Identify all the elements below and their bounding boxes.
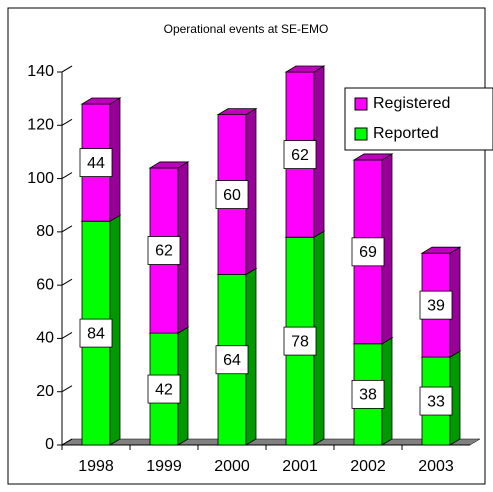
x-tick-label: 2003 bbox=[418, 458, 454, 475]
value-label-box bbox=[419, 386, 453, 416]
value-label-box bbox=[419, 290, 453, 320]
x-tick-label: 1999 bbox=[146, 458, 182, 475]
bar-top bbox=[148, 161, 190, 169]
wall-tick bbox=[61, 331, 73, 339]
y-tick-label: 120 bbox=[27, 117, 54, 134]
wall-tick bbox=[61, 278, 73, 286]
legend-label: Reported bbox=[373, 125, 439, 142]
value-label: 62 bbox=[291, 147, 309, 164]
wall-tick bbox=[61, 225, 73, 233]
legend-swatch bbox=[354, 97, 368, 111]
value-label: 44 bbox=[87, 155, 105, 172]
x-tick-label: 2002 bbox=[350, 458, 386, 475]
floor bbox=[61, 438, 481, 446]
value-label: 69 bbox=[359, 244, 377, 261]
y-tick-label: 20 bbox=[36, 383, 54, 400]
wall-tick bbox=[61, 385, 73, 393]
chart-title: Operational events at SE-EMO bbox=[164, 22, 329, 36]
value-label-box bbox=[79, 148, 113, 177]
value-label-box bbox=[283, 140, 317, 169]
bar-top bbox=[284, 65, 326, 73]
value-label: 39 bbox=[427, 297, 445, 314]
value-label: 60 bbox=[223, 187, 241, 204]
value-label-box bbox=[215, 345, 249, 375]
bar-top bbox=[216, 108, 258, 116]
value-label-box bbox=[79, 318, 113, 348]
legend-box bbox=[344, 87, 493, 151]
legend-label: Registered bbox=[373, 95, 450, 112]
value-label: 33 bbox=[427, 393, 445, 410]
x-tick-label: 1998 bbox=[78, 458, 114, 475]
value-label-box bbox=[283, 326, 317, 356]
value-label-box bbox=[215, 180, 249, 209]
value-label: 62 bbox=[155, 243, 173, 260]
wall-tick bbox=[61, 65, 73, 73]
y-tick-label: 60 bbox=[36, 276, 54, 293]
value-label: 84 bbox=[87, 325, 105, 342]
y-tick-label: 40 bbox=[36, 330, 54, 347]
x-tick-label: 2001 bbox=[282, 458, 318, 475]
value-label-box bbox=[147, 374, 181, 404]
y-tick-label: 80 bbox=[36, 223, 54, 240]
x-tick-label: 2000 bbox=[214, 458, 250, 475]
y-tick-label: 100 bbox=[27, 170, 54, 187]
value-label: 42 bbox=[155, 381, 173, 398]
y-tick-label: 140 bbox=[27, 63, 54, 80]
bar-top bbox=[352, 153, 394, 161]
wall-tick bbox=[61, 118, 73, 126]
value-label: 64 bbox=[223, 352, 241, 369]
y-tick-label: 0 bbox=[45, 436, 54, 453]
value-label-box bbox=[351, 379, 385, 409]
value-label-box bbox=[351, 237, 385, 267]
legend-swatch bbox=[354, 127, 368, 141]
value-label: 78 bbox=[291, 333, 309, 350]
bar-top bbox=[80, 97, 122, 105]
value-label-box bbox=[147, 236, 181, 265]
wall-tick bbox=[61, 438, 73, 446]
value-label: 38 bbox=[359, 387, 377, 404]
wall-tick bbox=[61, 172, 73, 180]
bar-top bbox=[420, 246, 462, 254]
